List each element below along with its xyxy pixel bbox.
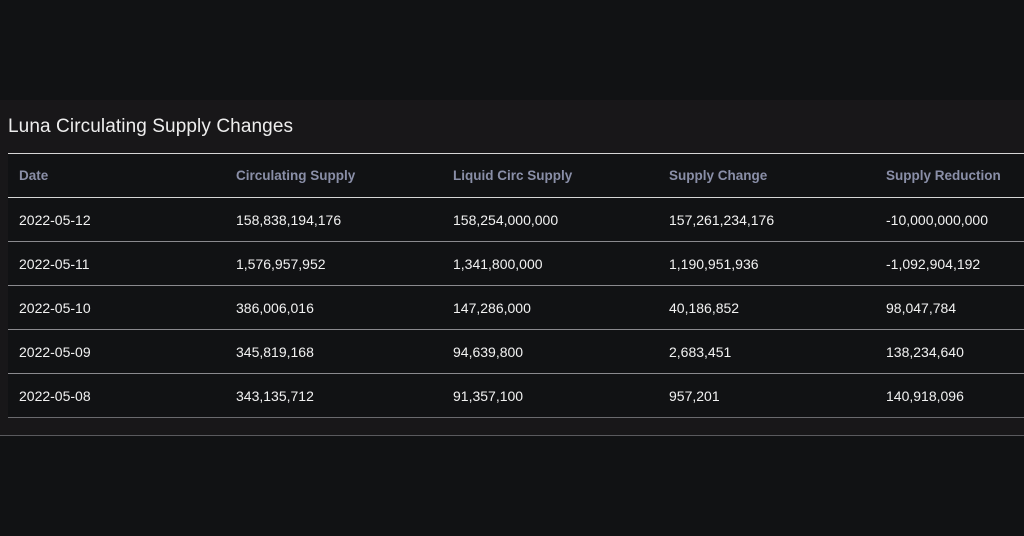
cell-supply-change: 2,683,451 xyxy=(669,343,732,360)
cell-supply-reduction: 138,234,640 xyxy=(886,343,964,360)
panel-title: Luna Circulating Supply Changes xyxy=(8,116,294,137)
table-row: 2022-05-10 386,006,016 147,286,000 40,18… xyxy=(8,286,1024,330)
cell-supply-reduction: 140,918,096 xyxy=(886,387,964,404)
cell-circulating-supply: 1,576,957,952 xyxy=(236,255,326,272)
table-row: 2022-05-11 1,576,957,952 1,341,800,000 1… xyxy=(8,242,1024,286)
cell-date: 2022-05-10 xyxy=(19,299,91,316)
table-row: 2022-05-12 158,838,194,176 158,254,000,0… xyxy=(8,198,1024,242)
column-header-circulating-supply[interactable]: Circulating Supply xyxy=(236,168,356,183)
cell-date: 2022-05-08 xyxy=(19,387,91,404)
table-header-row: Date Circulating Supply Liquid Circ Supp… xyxy=(8,153,1024,198)
cell-supply-reduction: -10,000,000,000 xyxy=(886,211,988,228)
cell-circulating-supply: 386,006,016 xyxy=(236,299,314,316)
cell-circulating-supply: 158,838,194,176 xyxy=(236,211,342,228)
cell-liquid-circ-supply: 91,357,100 xyxy=(453,387,524,404)
column-header-supply-change[interactable]: Supply Change xyxy=(669,168,768,183)
column-header-date[interactable]: Date xyxy=(19,168,49,183)
cell-supply-reduction: 98,047,784 xyxy=(886,299,957,316)
cell-supply-change: 157,261,234,176 xyxy=(669,211,775,228)
cell-circulating-supply: 345,819,168 xyxy=(236,343,314,360)
table-row: 2022-05-08 343,135,712 91,357,100 957,20… xyxy=(8,374,1024,418)
cell-circulating-supply: 343,135,712 xyxy=(236,387,314,404)
cell-supply-change: 40,186,852 xyxy=(669,299,740,316)
table-row: 2022-05-09 345,819,168 94,639,800 2,683,… xyxy=(8,330,1024,374)
cell-liquid-circ-supply: 1,341,800,000 xyxy=(453,255,543,272)
cell-supply-reduction: -1,092,904,192 xyxy=(886,255,981,272)
cell-supply-change: 1,190,951,936 xyxy=(669,255,759,272)
cell-date: 2022-05-12 xyxy=(19,211,91,228)
cell-supply-change: 957,201 xyxy=(669,387,720,404)
cell-liquid-circ-supply: 147,286,000 xyxy=(453,299,531,316)
supply-panel: Luna Circulating Supply Changes Date Cir… xyxy=(0,100,1024,436)
cell-date: 2022-05-11 xyxy=(19,255,90,272)
cell-date: 2022-05-09 xyxy=(19,343,91,360)
column-header-liquid-circ-supply[interactable]: Liquid Circ Supply xyxy=(453,168,573,183)
cell-liquid-circ-supply: 158,254,000,000 xyxy=(453,211,559,228)
supply-table: Date Circulating Supply Liquid Circ Supp… xyxy=(8,153,1024,418)
column-header-supply-reduction[interactable]: Supply Reduction xyxy=(886,168,1001,183)
cell-liquid-circ-supply: 94,639,800 xyxy=(453,343,524,360)
